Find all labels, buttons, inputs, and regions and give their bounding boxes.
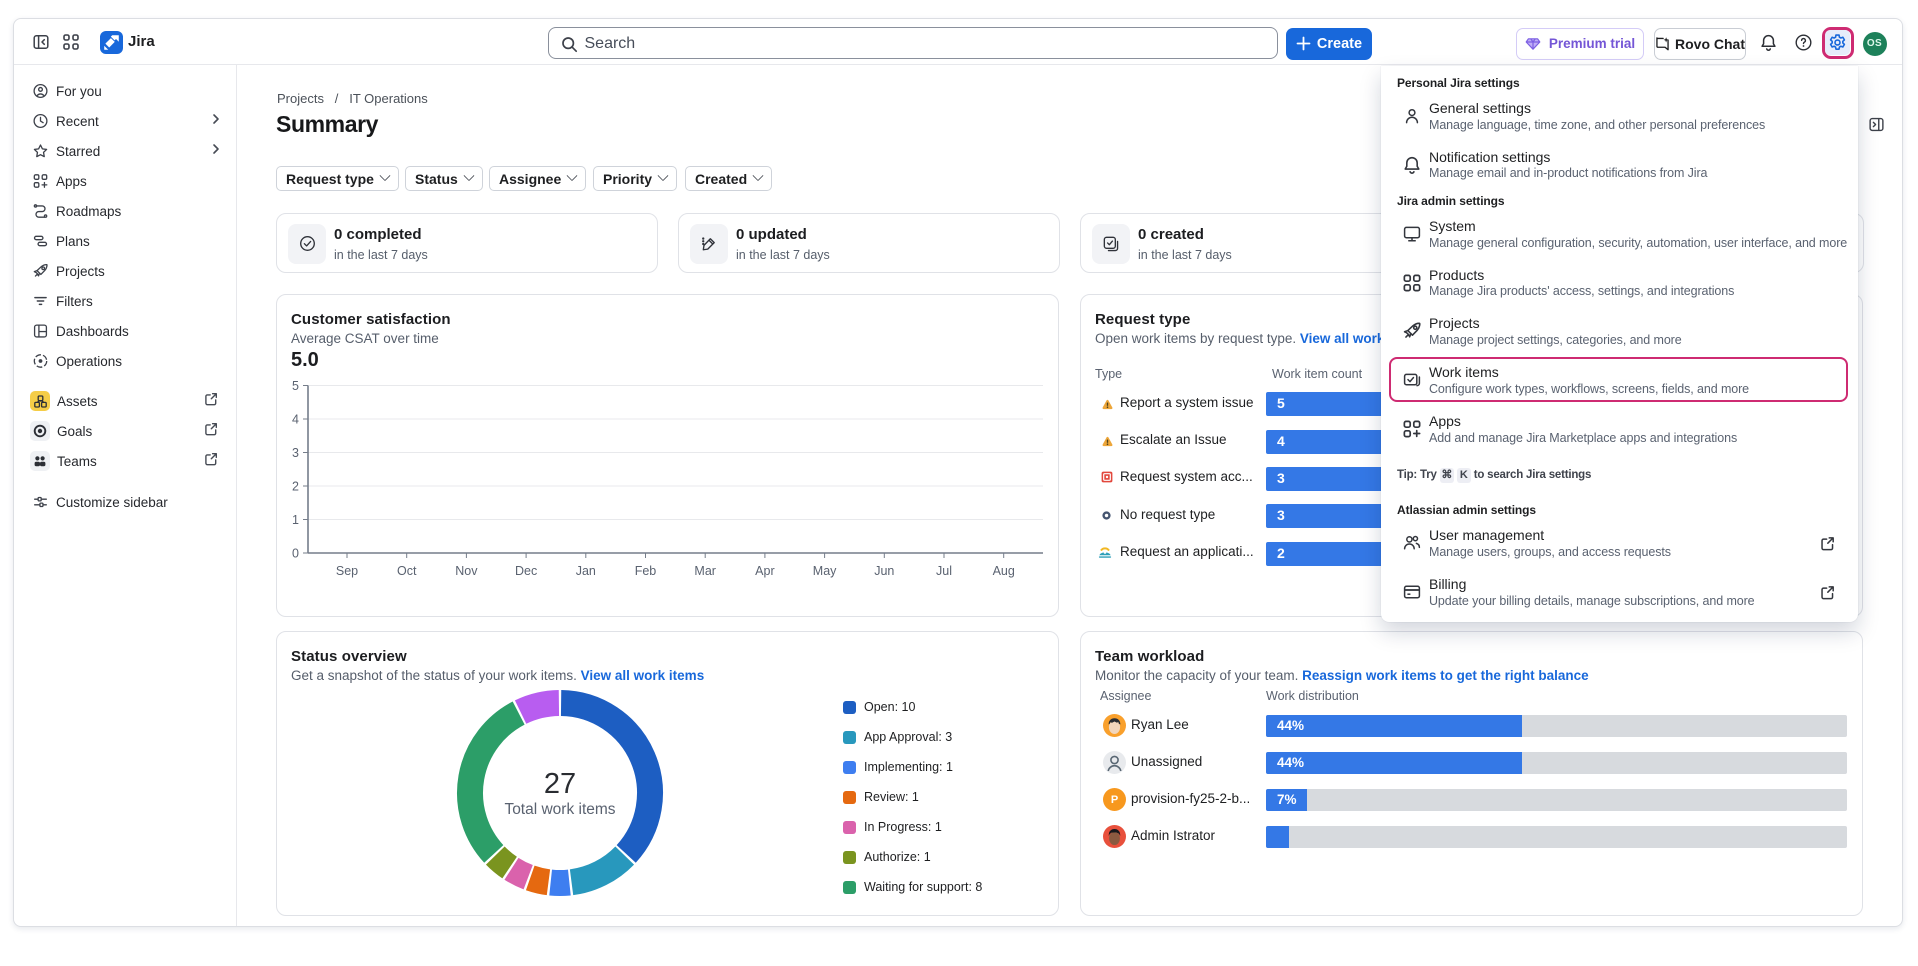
svg-text:Feb: Feb [635,564,657,578]
svg-text:5: 5 [292,379,299,393]
svg-text:Nov: Nov [455,564,478,578]
svg-text:Dec: Dec [515,564,537,578]
svg-text:Sep: Sep [336,564,358,578]
svg-text:Oct: Oct [397,564,417,578]
svg-text:Aug: Aug [993,564,1015,578]
svg-text:Mar: Mar [694,564,716,578]
svg-text:3: 3 [292,446,299,460]
svg-text:1: 1 [292,513,299,527]
svg-text:Jan: Jan [576,564,596,578]
svg-text:Jul: Jul [936,564,952,578]
svg-text:Apr: Apr [755,564,774,578]
svg-text:0: 0 [292,547,299,561]
svg-text:4: 4 [292,413,299,427]
svg-text:Jun: Jun [874,564,894,578]
svg-text:2: 2 [292,480,299,494]
svg-text:May: May [813,564,837,578]
